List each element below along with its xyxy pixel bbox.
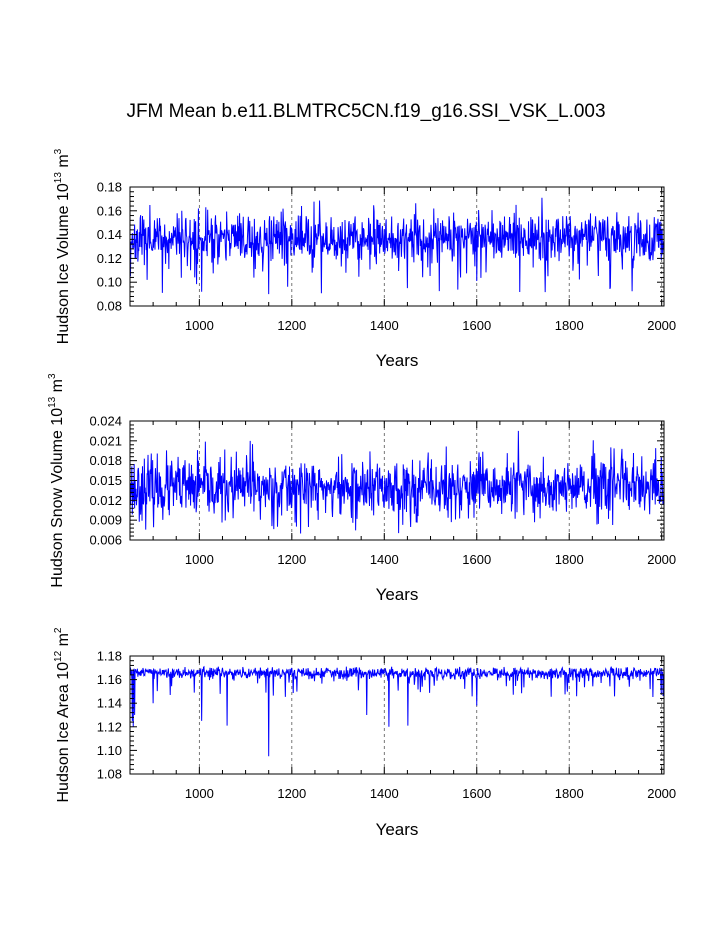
y-axis-title: Hudson Ice Area 1012 m2 [53, 627, 72, 802]
panel-ice-area: 1000 1200 1400 1600 1800 2000 1.08 1.10 1.12 1.14… [53, 627, 676, 839]
y-tick-label: 0.16 [97, 203, 122, 218]
y-axis-title-exp: 12 [53, 650, 64, 662]
x-tick-label: 1000 [185, 786, 214, 801]
y-axis-title: Hudson Ice Volume 1013 m3 [53, 148, 72, 344]
x-tick-label: 1600 [462, 318, 491, 333]
x-tick-label: 1000 [185, 552, 214, 567]
y-axis-title-exp: 13 [53, 172, 64, 184]
y-tick-label: 1.12 [97, 719, 122, 734]
y-tick-label: 0.021 [89, 433, 122, 448]
series-line-snow-volume [129, 430, 665, 534]
x-axis-title: Years [376, 820, 419, 839]
x-tick-label: 1800 [555, 552, 584, 567]
y-axis-title-main: Hudson Snow Volume 10 [49, 408, 66, 588]
y-tick-label: 0.006 [89, 533, 122, 548]
y-tick-label: 1.18 [97, 649, 122, 664]
y-tick-label: 0.012 [89, 493, 122, 508]
x-tick-label: 1600 [462, 552, 491, 567]
y-tick-label: 0.009 [89, 513, 122, 528]
x-tick-label: 1200 [277, 786, 306, 801]
y-tick-label: 0.024 [89, 414, 122, 429]
y-tick-label: 0.015 [89, 473, 122, 488]
y-tick-label: 1.16 [97, 672, 122, 687]
y-axis-title-unit-exp: 2 [53, 627, 64, 633]
y-tick-label: 0.18 [97, 180, 122, 195]
x-tick-label: 2000 [647, 786, 676, 801]
y-axis-title-unit-exp: 3 [53, 148, 64, 154]
y-axis-title-unit: m [49, 379, 66, 397]
y-axis-title-exp: 13 [47, 396, 58, 408]
y-tick-label: 1.08 [97, 767, 122, 782]
plot-frame [129, 186, 665, 307]
x-axis-title: Years [376, 585, 419, 604]
x-tick-label: 1600 [462, 786, 491, 801]
y-axis-title-main: Hudson Ice Volume 10 [55, 183, 72, 344]
y-tick-label: 1.10 [97, 743, 122, 758]
x-tick-label: 1800 [555, 318, 584, 333]
y-tick-label: 0.10 [97, 275, 122, 290]
y-tick-label: 0.14 [97, 227, 122, 242]
y-tick-label: 0.12 [97, 251, 122, 266]
x-tick-label: 1800 [555, 786, 584, 801]
y-tick-label: 1.14 [97, 696, 122, 711]
series-line-ice-volume [129, 197, 665, 295]
y-tick-label: 0.08 [97, 299, 122, 314]
y-axis-title-unit: m [55, 154, 72, 172]
x-tick-label: 1000 [185, 318, 214, 333]
y-tick-label: 0.018 [89, 453, 122, 468]
y-axis-title: Hudson Snow Volume 1013 m3 [47, 373, 66, 588]
x-axis-title: Years [376, 351, 419, 370]
x-tick-label: 1200 [277, 552, 306, 567]
y-axis-title-main: Hudson Ice Area 10 [55, 662, 72, 803]
panel-ice-volume: 1000 1200 1400 1600 1800 2000 0.08 0.10 0.12 0.14… [53, 148, 676, 370]
x-tick-label: 1400 [370, 786, 399, 801]
x-tick-label: 1200 [277, 318, 306, 333]
series-line-ice-area [129, 665, 665, 757]
y-axis-title-unit: m [55, 633, 72, 651]
y-axis-title-unit-exp: 3 [47, 373, 58, 379]
x-tick-label: 2000 [647, 552, 676, 567]
x-tick-label: 1400 [370, 318, 399, 333]
x-tick-label: 2000 [647, 318, 676, 333]
panel-snow-volume: 1000 1200 1400 1600 1800 2000 0.006 0.009 0.012 0… [47, 373, 676, 604]
plot-frame [129, 655, 665, 775]
x-tick-label: 1400 [370, 552, 399, 567]
chart-title: JFM Mean b.e11.BLMTRC5CN.f19_g16.SSI_VSK… [126, 101, 605, 122]
